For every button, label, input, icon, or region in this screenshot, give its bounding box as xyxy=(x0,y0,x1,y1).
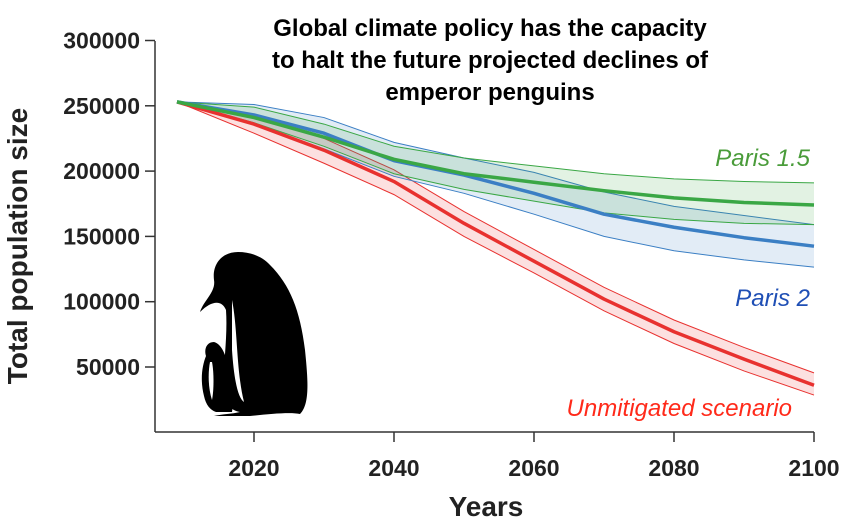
penguin-illustration xyxy=(200,252,308,416)
chick-penguin-icon xyxy=(201,342,233,412)
y-tick-label: 100000 xyxy=(63,289,140,315)
series-line-2 xyxy=(176,100,815,207)
band-2 xyxy=(177,101,814,225)
x-axis-title: Years xyxy=(449,491,524,522)
chart-title-line-1: Global climate policy has the capacity xyxy=(273,15,707,42)
series-label-unmitigated: Unmitigated scenario xyxy=(567,395,792,422)
y-tick-label: 250000 xyxy=(63,93,140,119)
series-label-paris-2: Paris 2 xyxy=(735,285,810,312)
series-label-paris-1-5: Paris 1.5 xyxy=(715,145,810,172)
x-axis: 2020 2040 2060 2080 2100 xyxy=(155,431,840,481)
chart-title-line-3: emperor penguins xyxy=(385,79,594,106)
y-tick-label: 200000 xyxy=(63,158,140,184)
x-tick-label: 2040 xyxy=(368,455,419,481)
y-tick-label: 300000 xyxy=(63,28,140,54)
band-upper-1 xyxy=(176,101,815,226)
series-line-0 xyxy=(176,100,815,387)
series-line-1 xyxy=(176,100,815,248)
x-tick-label: 2100 xyxy=(788,455,839,481)
band-lower-2 xyxy=(176,101,815,226)
x-tick-label: 2080 xyxy=(648,455,699,481)
band-upper-2 xyxy=(176,101,815,184)
y-tick-label: 50000 xyxy=(76,354,140,380)
x-tick-label: 2060 xyxy=(508,455,559,481)
band-lower-0 xyxy=(176,101,815,396)
y-axis: 50000 100000 150000 200000 250000 300000 xyxy=(63,28,156,432)
y-axis-title: Total population size xyxy=(2,108,33,384)
series-lines xyxy=(176,100,815,387)
y-tick-label: 150000 xyxy=(63,223,140,249)
chart-title-line-2: to halt the future projected declines of xyxy=(272,47,709,74)
x-tick-label: 2020 xyxy=(228,455,279,481)
